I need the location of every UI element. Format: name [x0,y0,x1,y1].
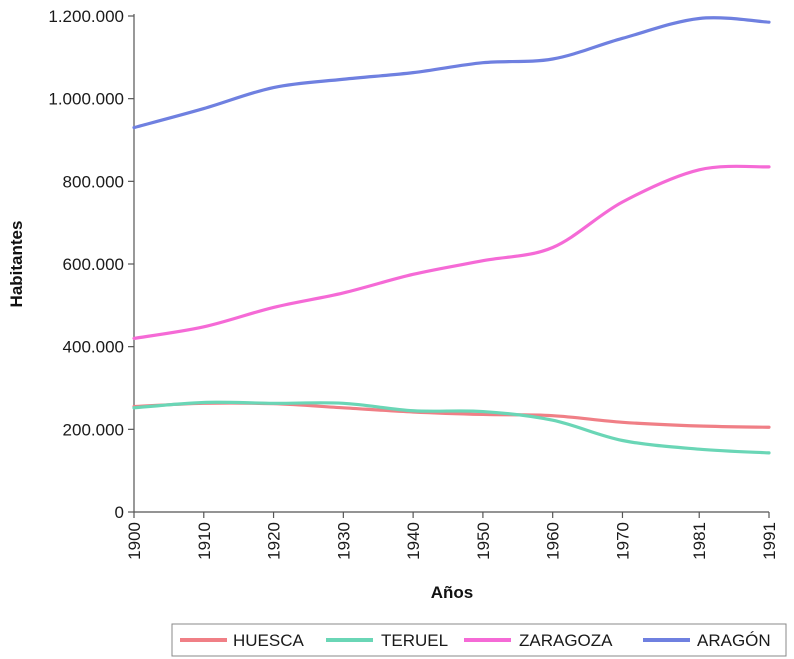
series-line-zaragoza [132,164,771,340]
series-line-aragon [132,16,771,130]
x-tick-label: 1910 [195,522,214,560]
x-tick-label: 1900 [125,522,144,560]
x-tick-label: 1950 [474,522,493,560]
series-line-teruel [132,400,771,455]
legend-label-aragon: ARAGÓN [697,631,771,650]
y-tick-label: 0 [115,503,124,522]
legend-label-teruel: TERUEL [381,631,448,650]
x-tick-label: 1991 [760,522,779,560]
legend-label-huesca: HUESCA [233,631,305,650]
y-tick-label: 400.000 [63,338,124,357]
x-tick-label: 1981 [690,522,709,560]
y-tick-label: 200.000 [63,420,124,439]
x-axis-title: Años [431,583,474,602]
y-tick-label: 1.000.000 [48,90,124,109]
series-line-huesca [132,401,771,429]
y-tick-label: 800.000 [63,172,124,191]
y-tick-label: 600.000 [63,255,124,274]
legend: HUESCA TERUEL ZARAGOZA ARAGÓN [171,623,787,657]
chart-axes: 0 200.000 400.000 600.000 800.000 1.000.000 1.… [48,7,779,560]
x-tick-label: 1930 [334,522,353,560]
x-tick-label: 1970 [613,522,632,560]
chart-series-lines [132,16,771,455]
y-tick-label: 1.200.000 [48,7,124,26]
x-tick-label: 1920 [265,522,284,560]
x-tick-label: 1960 [544,522,563,560]
x-tick-label: 1940 [404,522,423,560]
legend-label-zaragoza: ZARAGOZA [519,631,613,650]
y-axis-title: Habitantes [7,221,26,308]
